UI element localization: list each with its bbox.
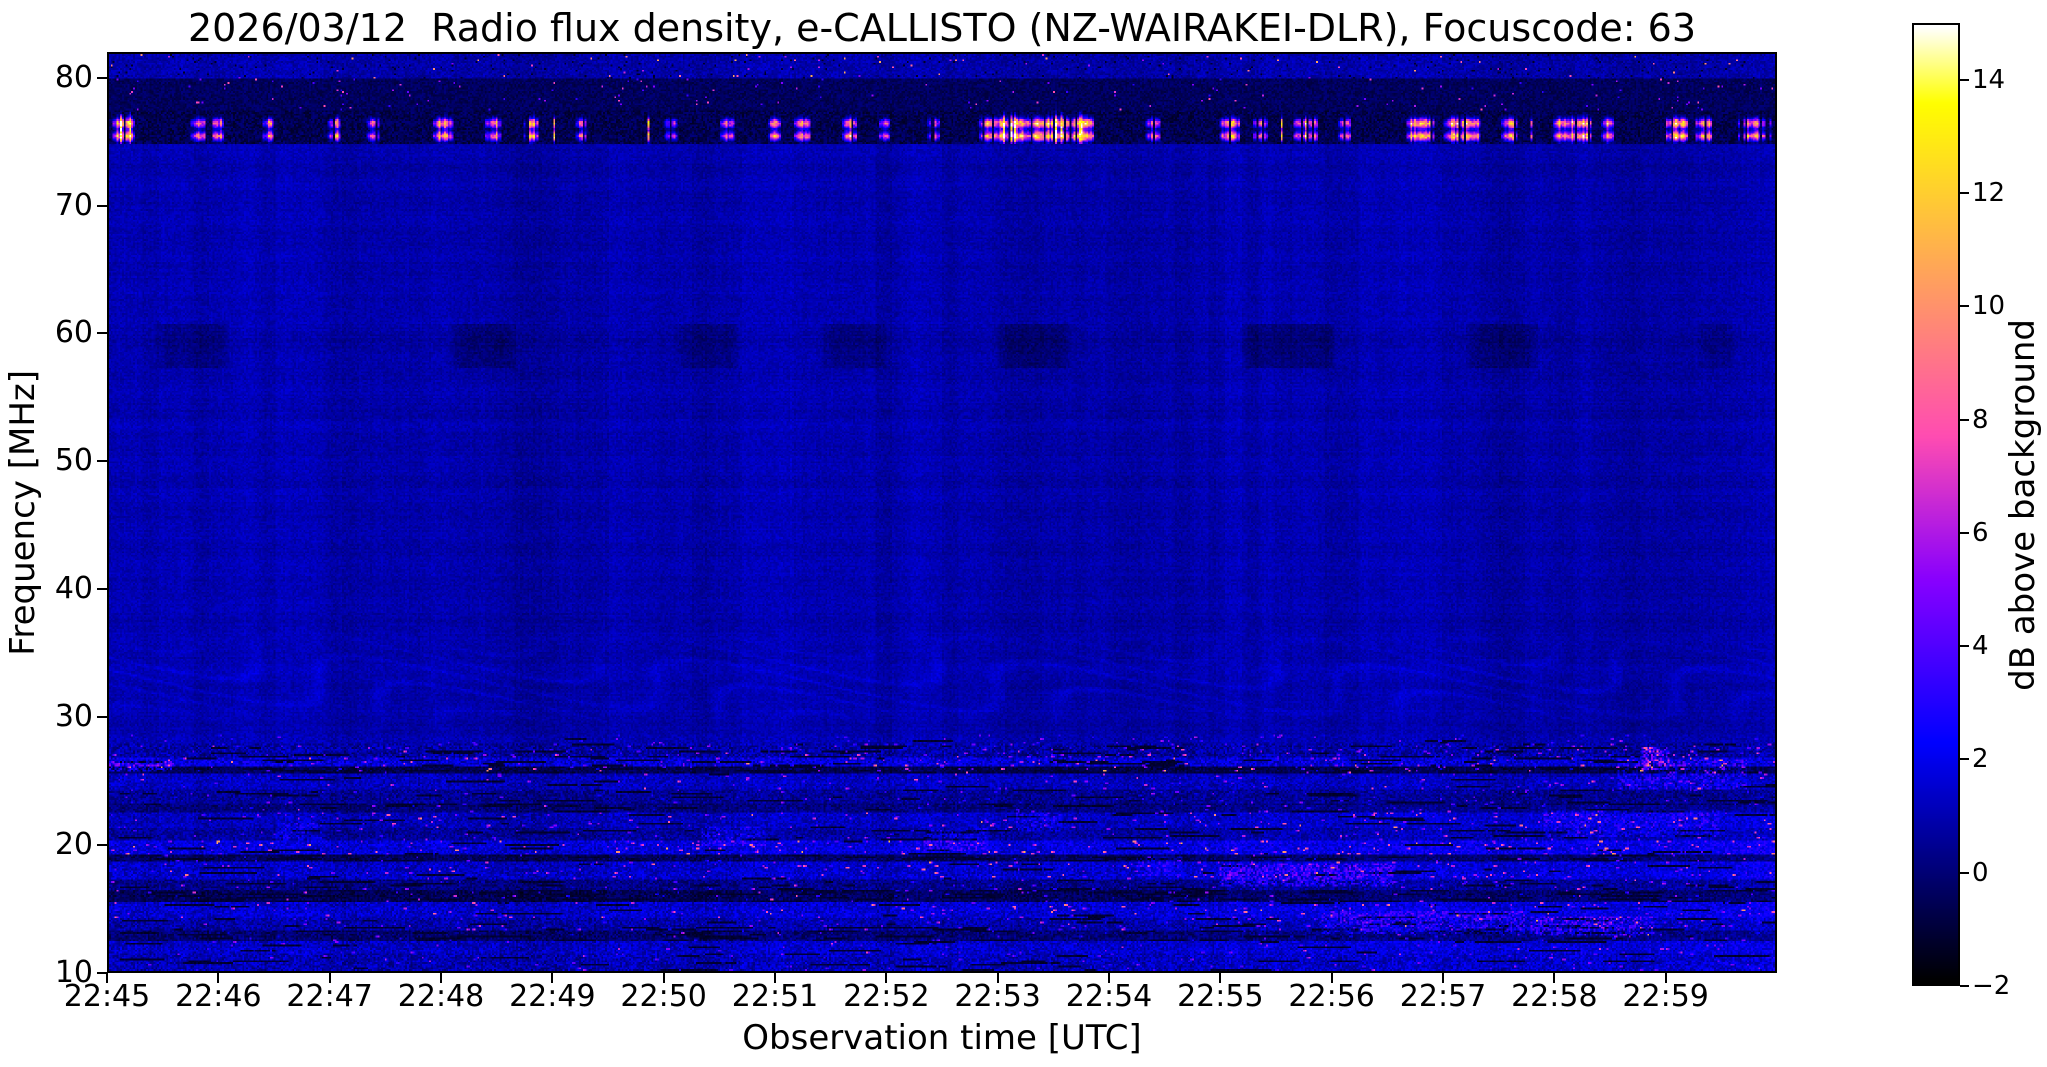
x-tick-mark xyxy=(996,973,999,983)
x-tick-label: 22:59 xyxy=(1622,979,1709,1014)
colorbar-tick-mark xyxy=(1960,531,1969,534)
colorbar-label-wrap: dB above background xyxy=(1998,23,2047,986)
x-tick-mark xyxy=(440,973,442,983)
colorbar-tick-label: 0 xyxy=(1972,857,1989,888)
colorbar-tick-label: 10 xyxy=(1972,291,2006,322)
colorbar-tick-mark xyxy=(1960,305,1969,308)
x-tick-label: 22:52 xyxy=(843,979,930,1014)
x-tick-mark xyxy=(328,973,331,983)
colorbar-tick-mark xyxy=(1960,418,1969,421)
y-tick-label: 30 xyxy=(54,699,93,735)
y-tick-label: 70 xyxy=(54,187,93,223)
x-tick-label: 22:55 xyxy=(1177,979,1264,1014)
y-tick-label: 40 xyxy=(54,571,93,607)
colorbar-tick-label: 12 xyxy=(1972,177,2006,208)
colorbar-tick-label: 6 xyxy=(1972,517,1989,548)
colorbar-tick-mark xyxy=(1960,758,1969,761)
y-axis-label: Frequency [MHz] xyxy=(3,369,43,656)
y-tick-mark xyxy=(97,716,107,719)
y-tick-mark xyxy=(97,332,107,335)
colorbar-tick-mark xyxy=(1960,78,1969,81)
x-tick-mark xyxy=(1330,973,1333,983)
colorbar-tick-label: −2 xyxy=(1972,971,2011,1001)
x-tick-label: 22:57 xyxy=(1399,979,1487,1014)
x-tick-label: 22:47 xyxy=(286,979,373,1014)
y-tick-label: 50 xyxy=(54,443,93,479)
colorbar-tick-mark xyxy=(1960,645,1969,648)
x-tick-label: 22:48 xyxy=(397,979,485,1014)
x-tick-mark xyxy=(106,973,108,983)
colorbar-tick-mark xyxy=(1960,871,1969,874)
x-tick-label: 22:58 xyxy=(1511,979,1598,1014)
x-tick-label: 22:51 xyxy=(731,979,819,1014)
x-axis-label: Observation time [UTC] xyxy=(742,1018,1142,1058)
y-tick-mark xyxy=(97,204,107,207)
y-tick-mark xyxy=(97,76,107,79)
x-tick-label: 22:49 xyxy=(509,979,596,1014)
x-tick-label: 22:50 xyxy=(620,979,707,1014)
y-tick-label: 80 xyxy=(54,59,93,95)
x-tick-mark xyxy=(217,973,220,983)
x-tick-label: 22:54 xyxy=(1065,979,1153,1014)
y-tick-mark xyxy=(97,588,107,591)
x-tick-label: 22:53 xyxy=(954,979,1041,1014)
colorbar-tick-label: 14 xyxy=(1972,64,2006,95)
x-tick-mark xyxy=(662,973,665,983)
chart-title: 2026/03/12 Radio flux density, e-CALLIST… xyxy=(187,6,1696,50)
x-tick-mark xyxy=(774,973,776,983)
y-tick-mark xyxy=(97,460,107,463)
y-tick-mark xyxy=(97,844,107,847)
x-tick-mark xyxy=(1664,973,1667,983)
colorbar xyxy=(1912,23,1960,986)
colorbar-tick-label: 2 xyxy=(1972,744,1989,775)
x-tick-mark xyxy=(885,973,888,983)
x-tick-label: 22:45 xyxy=(63,979,151,1014)
y-tick-label: 10 xyxy=(54,955,93,990)
colorbar-tick-label: 8 xyxy=(1972,404,1989,435)
x-tick-mark xyxy=(1108,973,1110,983)
x-tick-mark xyxy=(1442,973,1444,983)
colorbar-tick-mark xyxy=(1960,985,1969,987)
x-tick-mark xyxy=(551,973,554,983)
colorbar-tick-mark xyxy=(1960,191,1969,194)
y-tick-mark xyxy=(97,972,107,974)
colorbar-tick-label: 4 xyxy=(1972,631,1989,662)
x-tick-label: 22:56 xyxy=(1288,979,1375,1014)
y-tick-label: 60 xyxy=(54,315,93,351)
x-tick-label: 22:46 xyxy=(175,979,262,1014)
y-tick-label: 20 xyxy=(54,827,93,863)
colorbar-label: dB above background xyxy=(2002,318,2043,691)
x-tick-mark xyxy=(1219,973,1222,983)
spectrogram-plot xyxy=(107,52,1777,973)
x-tick-mark xyxy=(1553,973,1556,983)
colorbar-canvas xyxy=(1914,25,1958,984)
spectrogram-canvas xyxy=(109,54,1775,971)
